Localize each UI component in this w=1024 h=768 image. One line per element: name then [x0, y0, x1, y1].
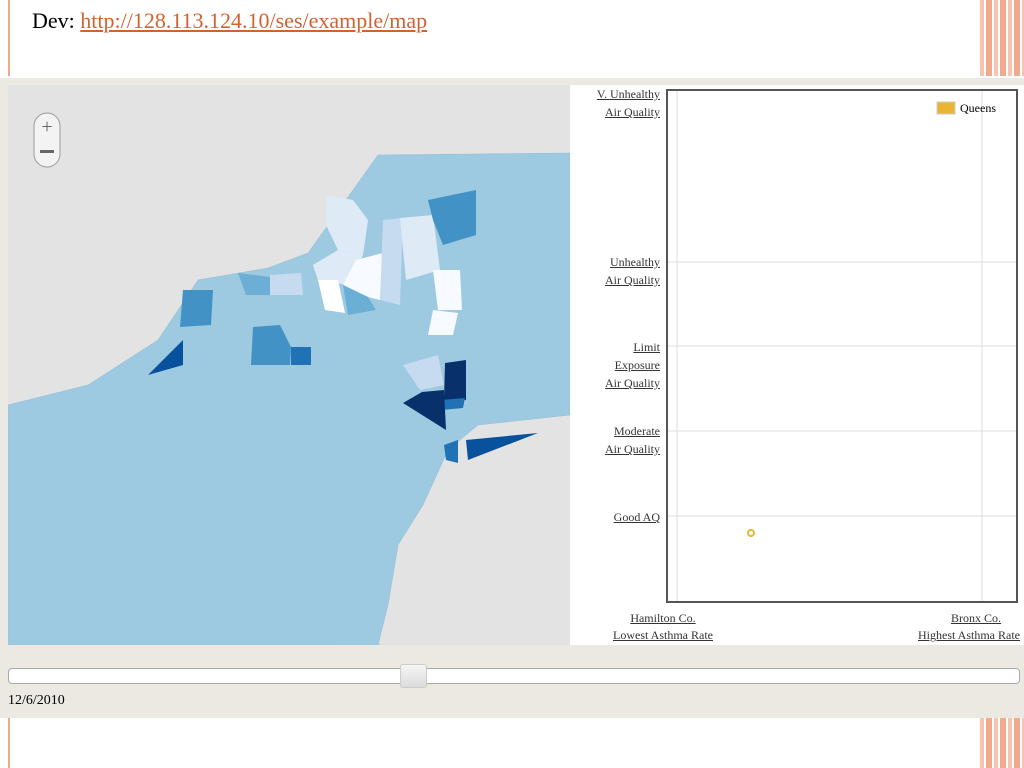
header-link[interactable]: http://128.113.124.10/ses/example/map — [80, 8, 428, 33]
plot: Queens — [666, 89, 1018, 603]
y-label-line[interactable]: Air Quality — [605, 376, 660, 390]
y-label-line[interactable]: Exposure — [614, 358, 660, 372]
y-label-line[interactable]: Unhealthy — [610, 255, 660, 269]
y-label-line[interactable]: Good AQ — [613, 510, 660, 524]
map: + — [8, 85, 570, 645]
stripe — [980, 718, 1024, 768]
y-label: Limit Exposure Air Quality — [605, 338, 660, 392]
x-label-line[interactable]: Lowest Asthma Rate — [613, 628, 713, 642]
y-label: Unhealthy Air Quality — [605, 253, 660, 289]
header-prefix: Dev: — [32, 8, 75, 33]
y-label-line[interactable]: Air Quality — [605, 442, 660, 456]
stripe — [980, 0, 1024, 76]
x-label-line[interactable]: Hamilton Co. — [630, 611, 696, 625]
svg-text:+: + — [41, 116, 52, 138]
y-label: Good AQ — [614, 508, 660, 526]
y-label-line[interactable]: Moderate — [614, 424, 660, 438]
stripe — [8, 0, 10, 76]
x-label: Bronx Co. Highest Asthma Rate — [918, 610, 1024, 644]
x-label: Hamilton Co. Lowest Asthma Rate — [613, 610, 713, 644]
date-label: 12/6/2010 — [8, 693, 65, 708]
slider-track[interactable] — [8, 668, 1020, 684]
x-label-line[interactable]: Highest Asthma Rate — [918, 628, 1020, 642]
y-label: Moderate Air Quality — [605, 422, 660, 458]
slider-handle[interactable] — [400, 664, 427, 688]
x-label-line[interactable]: Bronx Co. — [951, 611, 1002, 625]
y-label-line[interactable]: V. Unhealthy — [596, 87, 660, 101]
stripe — [8, 718, 10, 768]
y-label-line[interactable]: Air Quality — [605, 273, 660, 287]
y-label-line[interactable]: Limit — [633, 340, 660, 354]
header: Dev: http://128.113.124.10/ses/example/m… — [32, 8, 427, 34]
y-label: V. Unhealthy Air Quality — [597, 85, 660, 121]
y-label-line[interactable]: Air Quality — [605, 105, 660, 119]
legend-label: Queens — [960, 101, 996, 115]
